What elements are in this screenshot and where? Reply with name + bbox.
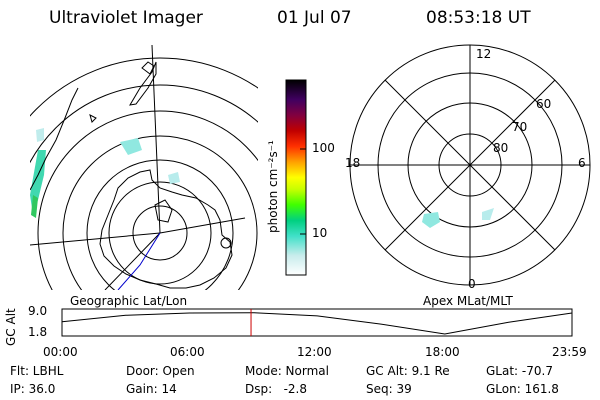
aurora-patch — [482, 208, 494, 220]
colorbar-tick-100: 100 — [312, 141, 335, 155]
orbit-track — [117, 232, 161, 290]
time-tick-1800: 18:00 — [425, 345, 460, 359]
time-tick-0000: 00:00 — [43, 345, 78, 359]
dsp-info: Dsp: -2.8 — [245, 382, 308, 396]
colorbar-unit-label: photon cm⁻²s⁻¹ — [266, 140, 280, 233]
island-coast — [220, 237, 232, 249]
mlt-label-12: 12 — [476, 47, 492, 61]
glon-info: GLon: 161.8 — [486, 382, 559, 396]
mlt-label-18: 18 — [345, 156, 361, 170]
colorbar — [285, 79, 307, 276]
antarctica-coast — [99, 169, 233, 289]
gain-info: Gain: 14 — [126, 382, 177, 396]
altitude-frame — [61, 308, 573, 337]
new-zealand-coast — [141, 61, 155, 75]
header-date: 01 Jul 07 — [277, 8, 352, 28]
aurora-patch — [31, 195, 38, 218]
colorbar-tick-10: 10 — [312, 226, 328, 240]
aurora-patch — [120, 138, 142, 155]
ip-info: IP: 36.0 — [10, 382, 56, 396]
seq-info: Seq: 39 — [366, 382, 412, 396]
latitude-circles — [30, 57, 258, 290]
gc-alt-info: GC Alt: 9.1 Re — [366, 364, 450, 378]
mlt-label-0: 0 — [468, 277, 476, 291]
door-info: Door: Open — [126, 364, 195, 378]
alt-tick-9: 9.0 — [28, 304, 48, 318]
new-zealand-coast — [129, 61, 157, 106]
header-time: 08:53:18 UT — [426, 8, 531, 28]
gc-alt-axis-title: GC Alt — [4, 308, 18, 346]
geographic-map — [30, 44, 258, 290]
altitude-curve — [61, 312, 573, 335]
aurora-patch — [36, 128, 44, 142]
island-coast — [89, 114, 97, 123]
instrument-title: Ultraviolet Imager — [49, 8, 203, 28]
longitude-lines — [30, 44, 246, 290]
geographic-label: Geographic Lat/Lon — [70, 294, 188, 308]
mlat-label-80: 80 — [493, 141, 509, 155]
australia-coast — [30, 87, 79, 191]
time-tick-2359: 23:59 — [552, 345, 587, 359]
apex-label: Apex MLat/MLT — [423, 294, 513, 308]
glat-info: GLat: -70.7 — [486, 364, 553, 378]
mode-info: Mode: Normal — [245, 364, 329, 378]
time-tick-1200: 12:00 — [297, 345, 332, 359]
filter-info: Flt: LBHL — [10, 364, 64, 378]
aurora-patch — [168, 172, 180, 184]
polar-plot — [349, 44, 591, 286]
mlt-label-6: 6 — [578, 156, 586, 170]
mlat-label-70: 70 — [512, 120, 528, 134]
polar-meridian — [384, 79, 556, 251]
ross-sea-coast — [154, 199, 173, 223]
aurora-patch — [422, 212, 440, 228]
time-tick-0600: 06:00 — [170, 345, 205, 359]
alt-tick-1-8: 1.8 — [28, 325, 48, 339]
altitude-plot — [61, 308, 573, 337]
mlat-label-60: 60 — [536, 97, 552, 111]
